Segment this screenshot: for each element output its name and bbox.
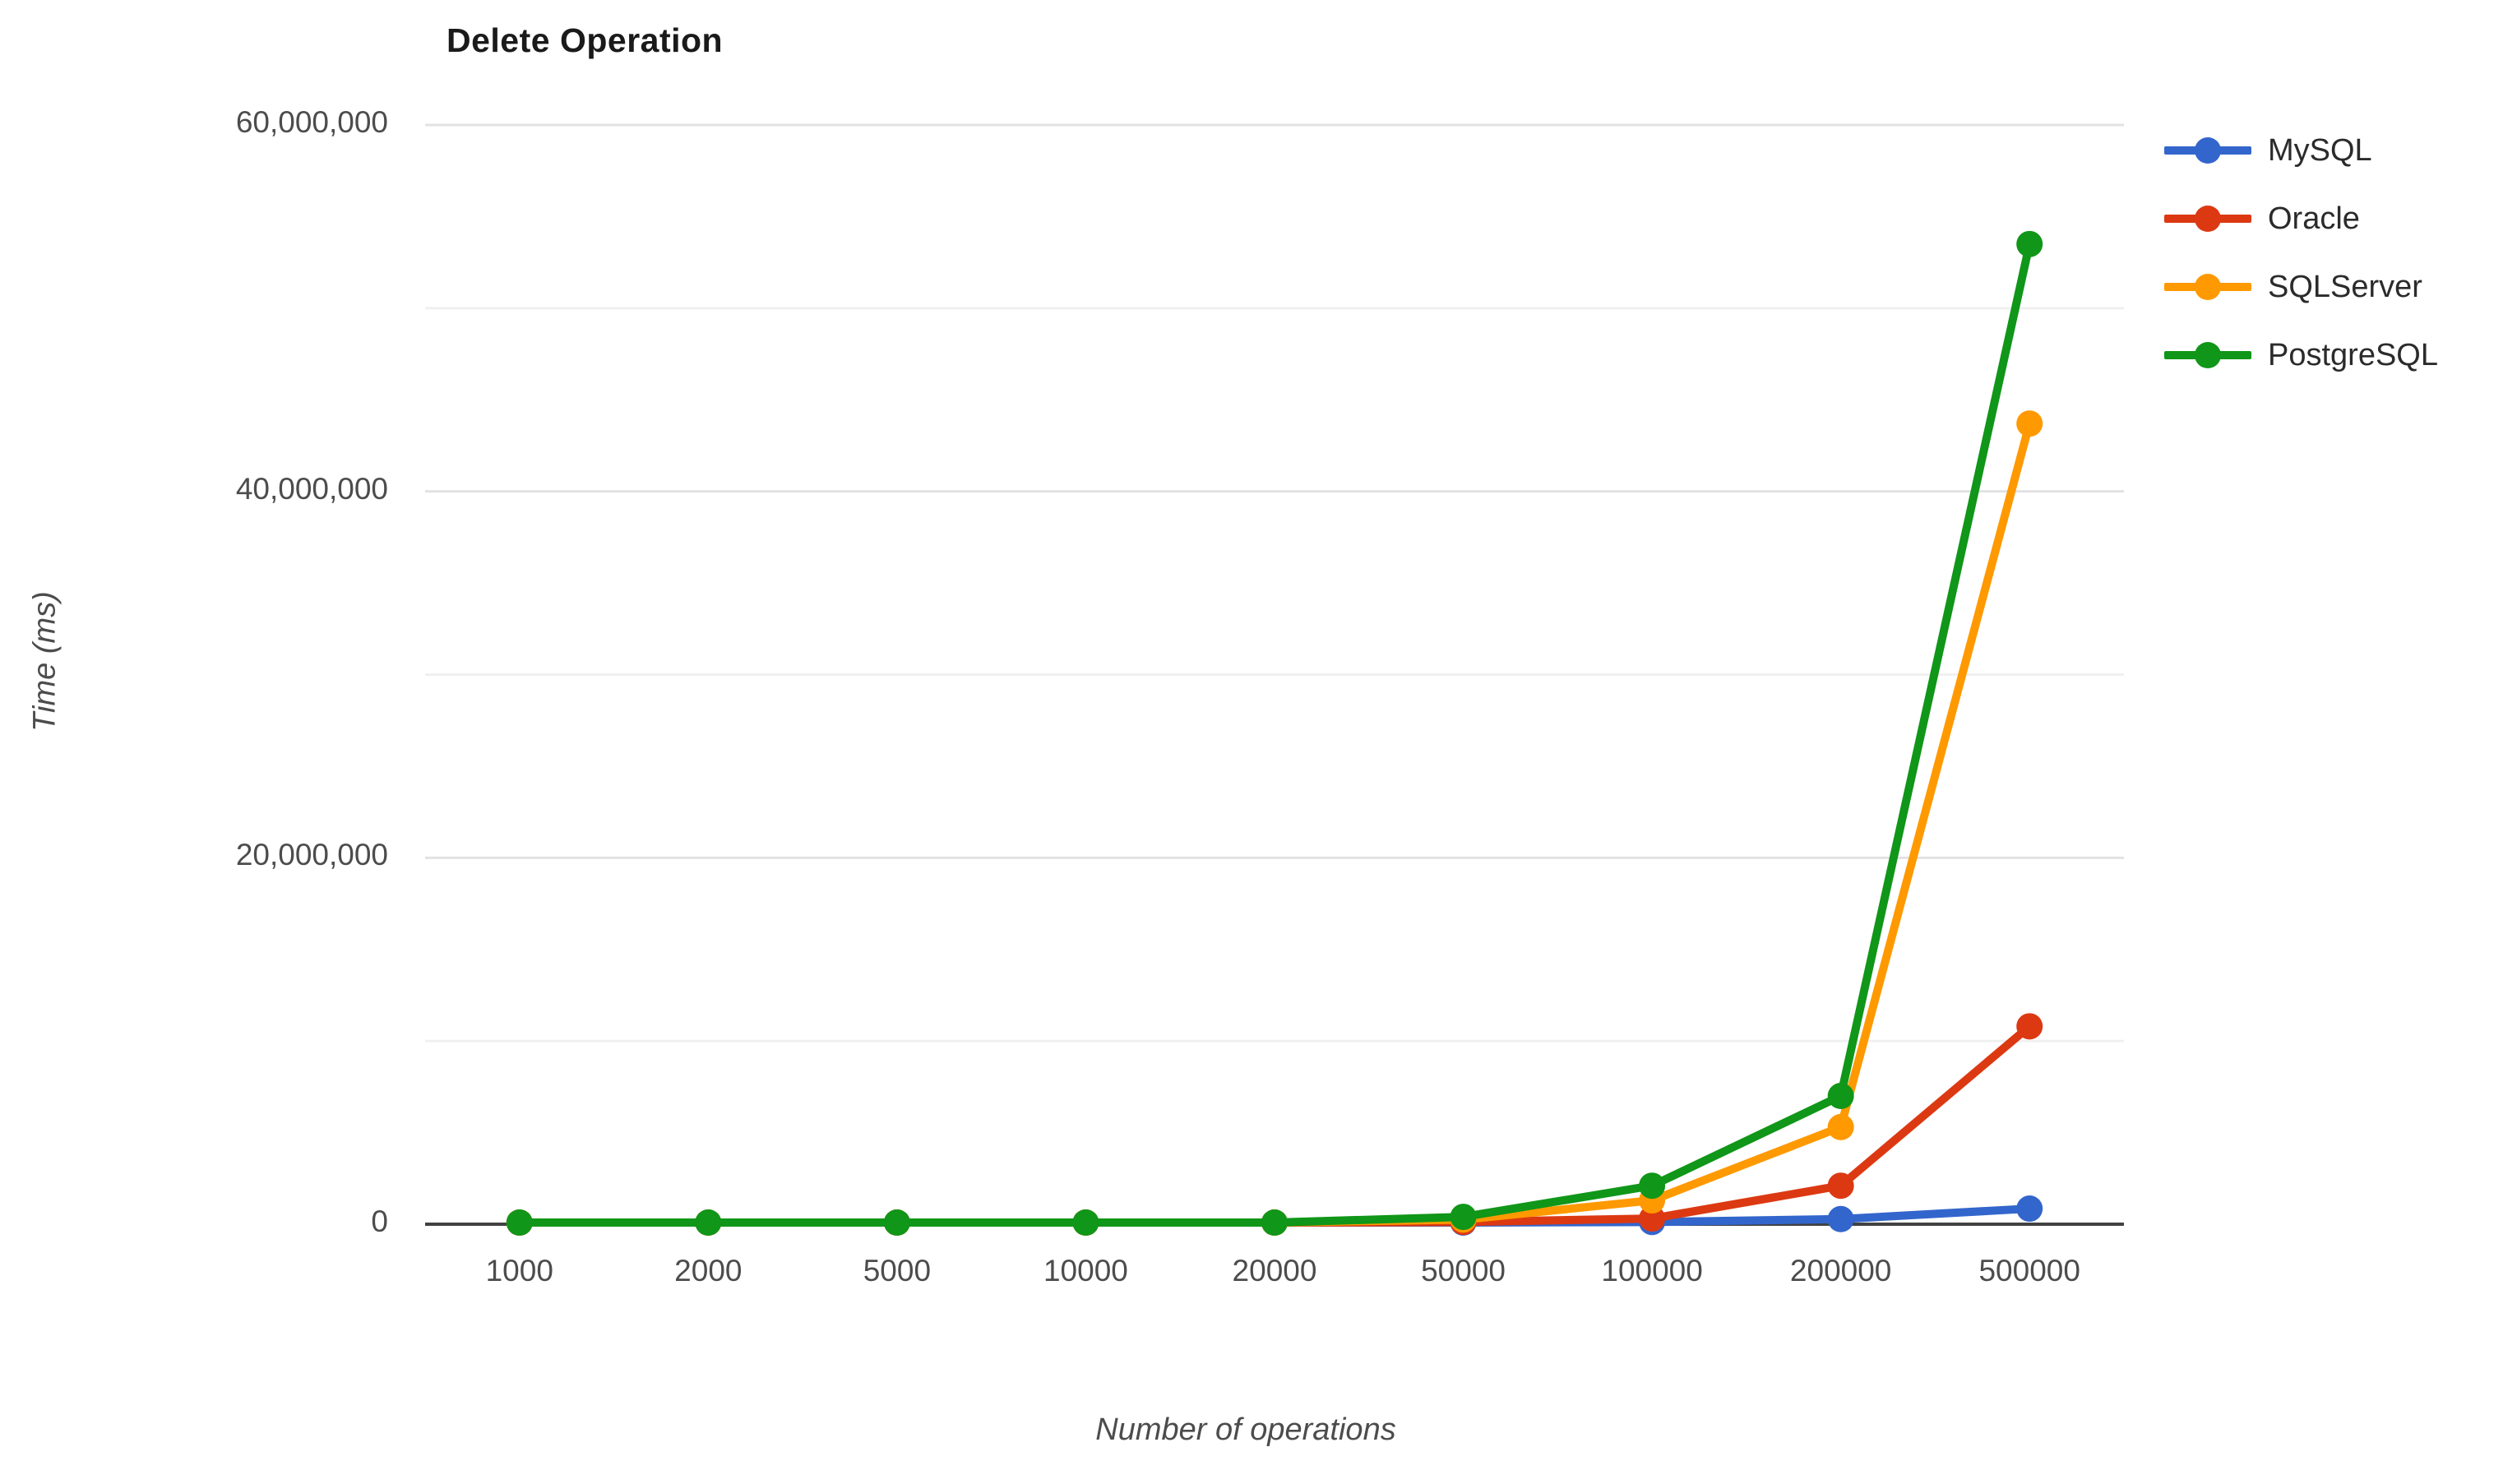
- x-tick-label: 5000: [863, 1254, 932, 1288]
- x-tick-label: 50000: [1421, 1254, 1506, 1288]
- legend-swatch-icon: [2164, 132, 2251, 169]
- x-tick-label: 100000: [1601, 1254, 1703, 1288]
- x-tick-label: 200000: [1789, 1254, 1892, 1288]
- x-tick-label: 2000: [674, 1254, 743, 1288]
- data-point-sqlserver-200000: [1827, 1113, 1854, 1140]
- data-point-postgresql-5000: [883, 1209, 910, 1236]
- y-tick-label: 0: [371, 1204, 388, 1238]
- x-tick-label: 500000: [1978, 1254, 2080, 1288]
- legend-label: MySQL: [2268, 132, 2372, 168]
- y-tick-label: 60,000,000: [235, 105, 388, 139]
- legend-swatch-icon: [2164, 336, 2251, 374]
- data-point-postgresql-20000: [1261, 1209, 1288, 1236]
- legend-swatch-icon: [2164, 268, 2251, 306]
- data-point-oracle-500000: [2016, 1013, 2043, 1040]
- data-point-postgresql-1000: [506, 1209, 533, 1236]
- series-postgresql: [506, 230, 2043, 1236]
- legend-dot: [2195, 206, 2221, 232]
- legend-swatch-icon: [2164, 200, 2251, 238]
- legend-item-postgresql: PostgreSQL: [2164, 336, 2438, 374]
- x-tick-label: 10000: [1043, 1254, 1128, 1288]
- data-point-postgresql-100000: [1639, 1172, 1666, 1200]
- data-point-postgresql-10000: [1072, 1209, 1099, 1236]
- data-point-postgresql-500000: [2016, 230, 2043, 257]
- x-axis-title: Number of operations: [1095, 1412, 1396, 1447]
- y-tick-label: 20,000,000: [235, 838, 388, 872]
- legend-label: SQLServer: [2268, 269, 2422, 304]
- series-line-oracle: [519, 1023, 2033, 1227]
- data-point-sqlserver-500000: [2016, 410, 2043, 437]
- legend-item-mysql: MySQL: [2164, 132, 2438, 169]
- data-point-oracle-200000: [1827, 1172, 1854, 1200]
- legend-dot: [2195, 342, 2221, 368]
- legend-item-sqlserver: SQLServer: [2164, 268, 2438, 306]
- x-tick-label: 20000: [1232, 1254, 1317, 1288]
- legend-label: PostgreSQL: [2268, 337, 2438, 372]
- legend-dot: [2195, 137, 2221, 164]
- series-line-sqlserver: [519, 422, 2034, 1227]
- data-point-oracle-100000: [1639, 1205, 1666, 1232]
- legend-dot: [2195, 274, 2221, 300]
- y-tick-label: 40,000,000: [235, 471, 388, 506]
- legend-label: Oracle: [2268, 201, 2360, 236]
- series-oracle: [506, 1013, 2043, 1236]
- legend: MySQL Oracle SQLServer PostgreSQL: [2164, 132, 2438, 405]
- data-point-postgresql-50000: [1450, 1204, 1477, 1231]
- legend-item-oracle: Oracle: [2164, 200, 2438, 238]
- data-point-postgresql-200000: [1827, 1083, 1854, 1110]
- chart-title: Delete Operation: [446, 21, 724, 59]
- data-point-postgresql-2000: [695, 1209, 722, 1236]
- data-point-mysql-500000: [2016, 1195, 2043, 1223]
- x-tick-label: 1000: [485, 1254, 553, 1288]
- data-point-mysql-200000: [1827, 1205, 1854, 1232]
- series-line-postgresql: [519, 243, 2034, 1227]
